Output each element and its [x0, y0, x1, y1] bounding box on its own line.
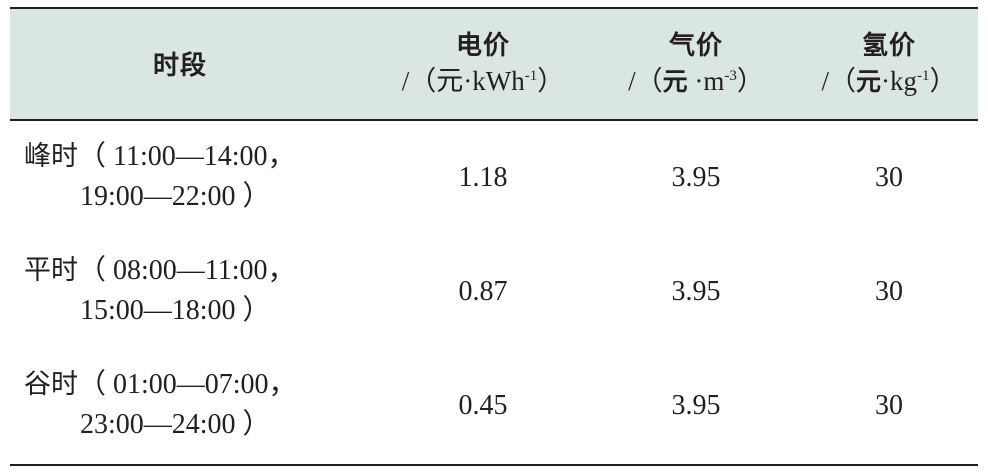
gas-price: 3.95 — [671, 275, 721, 307]
period-name: 谷时 — [24, 368, 78, 400]
unit-suffix: ） — [537, 66, 565, 96]
period-name: 峰时 — [24, 140, 78, 172]
table-header: 时段 电价 /（元·kWh-1） 气价 /（元 ·m-3） 氢价 /（元·kg-… — [10, 9, 978, 119]
unit-exponent: -3 — [724, 67, 737, 84]
unit-currency: 元 — [856, 66, 882, 96]
period-range-1: （ 08:00—11:00， — [78, 254, 296, 286]
header-hydrogen-label: 氢价 — [861, 30, 916, 61]
unit-exponent: -1 — [917, 67, 930, 84]
hydrogen-price: 30 — [875, 389, 903, 421]
unit-prefix: /（ — [401, 66, 437, 96]
gas-price: 3.95 — [671, 389, 721, 421]
period-range-2: 23:00—24:00 ） — [80, 408, 271, 440]
table-header-rule — [10, 119, 978, 121]
header-period: 时段 — [10, 9, 350, 119]
table-row-peak: 峰时（ 11:00—14:00， 19:00—22:00 ） 1.18 3.95 … — [10, 121, 978, 235]
header-electricity-label: 电价 — [455, 31, 510, 61]
period-name: 平时 — [24, 254, 78, 286]
table-body: 峰时（ 11:00—14:00， 19:00—22:00 ） 1.18 3.95 … — [10, 121, 978, 464]
unit-currency: 元 — [436, 66, 464, 96]
table-row-valley: 谷时（ 01:00—07:00， 23:00—24:00 ） 0.45 3.95 … — [10, 349, 978, 463]
unit-prefix: /（ — [628, 65, 663, 96]
unit-suffix: ） — [736, 65, 764, 96]
gas-price: 3.95 — [671, 161, 721, 193]
header-hydrogen: 氢价 /（元·kg-1） — [800, 9, 978, 119]
period-range-1: （ 11:00—14:00， — [78, 140, 296, 172]
unit-measure: ·kWh — [463, 66, 525, 96]
table-row-flat: 平时（ 08:00—11:00， 15:00—18:00 ） 0.87 3.95 … — [10, 235, 978, 349]
period-cell: 平时（ 08:00—11:00， 15:00—18:00 ） — [24, 251, 354, 331]
period-cell: 峰时（ 11:00—14:00， 19:00—22:00 ） — [24, 137, 354, 217]
unit-measure: ·kg — [881, 65, 918, 96]
header-gas: 气价 /（元 ·m-3） — [596, 9, 796, 119]
header-hydrogen-unit: /（元·kg-1） — [821, 63, 956, 100]
period-range-1: （ 01:00—07:00， — [78, 368, 297, 400]
table-bottom-rule — [10, 463, 978, 466]
unit-suffix: ） — [929, 65, 957, 96]
unit-exponent: -1 — [524, 68, 538, 84]
header-electricity-unit: /（元·kWh-1） — [402, 63, 565, 99]
table-top-rule — [10, 7, 978, 9]
header-period-label: 时段 — [152, 51, 207, 81]
electricity-price: 0.45 — [458, 389, 508, 421]
unit-measure: ·m — [687, 65, 725, 96]
hydrogen-price: 30 — [875, 275, 903, 307]
header-gas-unit: /（元 ·m-3） — [628, 63, 764, 100]
electricity-price: 0.87 — [458, 275, 508, 307]
period-cell: 谷时（ 01:00—07:00， 23:00—24:00 ） — [24, 365, 354, 445]
period-range-2: 15:00—18:00 ） — [80, 294, 271, 326]
period-range-2: 19:00—22:00 ） — [80, 180, 271, 212]
header-electricity: 电价 /（元·kWh-1） — [388, 9, 578, 119]
header-gas-label: 气价 — [668, 30, 723, 61]
unit-prefix: /（ — [821, 65, 856, 96]
hydrogen-price: 30 — [875, 161, 903, 193]
unit-currency: 元 — [662, 66, 688, 96]
electricity-price: 1.18 — [458, 161, 508, 193]
energy-price-table: 时段 电价 /（元·kWh-1） 气价 /（元 ·m-3） 氢价 /（元·kg-… — [10, 7, 978, 466]
